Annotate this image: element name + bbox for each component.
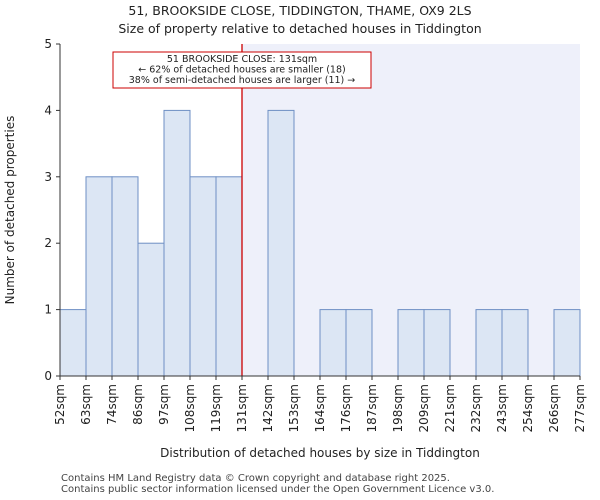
annotation-line-2: ← 62% of detached houses are smaller (18… (138, 65, 345, 76)
bar-108sqm (189, 176, 217, 377)
y-tick-label-0: 0 (44, 369, 52, 383)
annotation-box: 51 BROOKSIDE CLOSE: 131sqm← 62% of detac… (112, 51, 372, 89)
annotation-frame (112, 51, 372, 89)
x-tick-label-108sqm: 108sqm (183, 384, 197, 432)
bar-176sqm (345, 309, 373, 377)
bar-74sqm (111, 176, 139, 377)
x-tick-label-142sqm: 142sqm (261, 384, 275, 432)
bar-209sqm (423, 309, 451, 377)
bar-198sqm (397, 309, 425, 377)
x-tick-label-119sqm: 119sqm (209, 384, 223, 432)
x-tick-label-209sqm: 209sqm (417, 384, 431, 432)
chart-title: 51, BROOKSIDE CLOSE, TIDDINGTON, THAME, … (128, 3, 472, 18)
x-tick-label-176sqm: 176sqm (339, 384, 353, 432)
x-tick-label-254sqm: 254sqm (521, 384, 535, 432)
x-tick-label-243sqm: 243sqm (495, 384, 509, 432)
y-tick-label-5: 5 (44, 37, 52, 51)
x-tick-label-266sqm: 266sqm (547, 384, 561, 432)
bar-97sqm (163, 109, 191, 377)
bars (59, 109, 581, 377)
y-tick-label-2: 2 (44, 236, 52, 250)
y-tick-label-3: 3 (44, 170, 52, 184)
bar-232sqm (475, 309, 503, 377)
x-tick-label-198sqm: 198sqm (391, 384, 405, 432)
x-tick-label-131sqm: 131sqm (235, 384, 249, 432)
footer-line-2: Contains public sector information licen… (61, 484, 495, 495)
bar-266sqm (553, 309, 581, 377)
chart-subtitle: Size of property relative to detached ho… (118, 21, 482, 36)
bar-52sqm (59, 309, 87, 377)
x-tick-label-164sqm: 164sqm (313, 384, 327, 432)
x-tick-label-221sqm: 221sqm (443, 384, 457, 432)
x-tick-label-86sqm: 86sqm (131, 384, 145, 425)
x-tick-label-74sqm: 74sqm (105, 384, 119, 425)
x-tick-label-97sqm: 97sqm (157, 384, 171, 425)
y-tick-label-4: 4 (44, 103, 52, 117)
bar-142sqm (267, 109, 295, 377)
bar-chart: 0 1 2 3 4 5 52sqm 63sqm 74sqm 86sqm 97sqm 108sqm 119… (3, 37, 587, 460)
x-tick-label-277sqm: 277sqm (573, 384, 587, 432)
x-tick-label-63sqm: 63sqm (79, 384, 93, 425)
bar-86sqm (137, 242, 165, 377)
bar-164sqm (319, 309, 347, 377)
annotation-line-1: 51 BROOKSIDE CLOSE: 131sqm (167, 54, 317, 65)
x-tick-label-153sqm: 153sqm (287, 384, 301, 432)
footer-line-1: Contains HM Land Registry data © Crown c… (61, 473, 450, 484)
x-tick-label-232sqm: 232sqm (469, 384, 483, 432)
bar-63sqm (85, 176, 113, 377)
y-axis-label: Number of detached properties (3, 116, 17, 305)
x-axis-label: Distribution of detached houses by size … (160, 446, 480, 460)
x-tick-label-52sqm: 52sqm (53, 384, 67, 425)
bar-119sqm (215, 176, 243, 377)
annotation-line-3: 38% of semi-detached houses are larger (… (129, 75, 356, 86)
bar-243sqm (501, 309, 529, 377)
y-tick-label-1: 1 (44, 303, 52, 317)
axes: 0 1 2 3 4 5 52sqm 63sqm 74sqm 86sqm 97sqm 108sqm 119… (3, 37, 587, 460)
x-tick-label-187sqm: 187sqm (365, 384, 379, 432)
